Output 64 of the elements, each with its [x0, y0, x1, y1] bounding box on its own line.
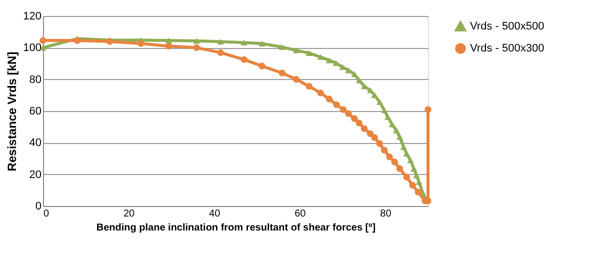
point — [333, 101, 340, 108]
y-tick-label: 80 — [29, 74, 42, 86]
point — [217, 38, 224, 45]
point — [392, 127, 400, 134]
y-tick-label: 20 — [29, 168, 42, 181]
point — [403, 174, 410, 180]
y-tick-label: 100 — [23, 42, 42, 54]
point — [410, 166, 418, 172]
point — [278, 70, 286, 76]
point — [391, 158, 398, 166]
point — [217, 49, 224, 56]
point — [407, 157, 414, 164]
legend-label: Vrds - 500x500 — [470, 20, 544, 32]
point — [193, 38, 200, 44]
point — [409, 182, 416, 189]
point — [317, 90, 324, 96]
point — [356, 120, 362, 126]
point — [376, 99, 384, 105]
point — [240, 40, 248, 46]
point — [165, 42, 172, 50]
point — [165, 38, 172, 44]
y-axis-title: Resistance Vrds [kN] — [5, 52, 20, 172]
legend-label: Vrds - 500x300 — [470, 42, 544, 54]
point — [258, 40, 266, 46]
point — [371, 134, 378, 141]
point — [240, 56, 248, 63]
point — [360, 125, 368, 132]
point — [345, 110, 352, 117]
x-tick-label: 20 — [123, 208, 136, 220]
point — [306, 50, 312, 56]
x-tick-label: 80 — [380, 208, 392, 220]
y-tick-label: 60 — [29, 106, 42, 118]
y-tick-label: 120 — [23, 10, 42, 22]
y-tick-label: 40 — [29, 137, 42, 150]
point — [381, 107, 388, 114]
point — [381, 146, 388, 154]
point — [292, 47, 300, 54]
point — [326, 57, 333, 64]
point — [403, 150, 410, 156]
point — [388, 121, 396, 128]
point — [278, 44, 286, 50]
point — [386, 154, 393, 160]
x-tick-label: 40 — [209, 208, 221, 220]
x-tick-label: 0 — [44, 208, 50, 220]
point — [424, 106, 432, 113]
point — [384, 114, 392, 120]
point — [317, 54, 324, 60]
point — [339, 64, 346, 70]
point — [138, 40, 144, 47]
point — [340, 106, 347, 113]
point — [376, 140, 384, 147]
point — [414, 188, 422, 196]
point — [193, 44, 200, 52]
point — [292, 76, 300, 83]
point — [258, 62, 266, 70]
point — [351, 115, 358, 122]
point — [40, 37, 46, 44]
x-tick-label: 60 — [294, 208, 306, 220]
point — [306, 82, 312, 90]
x-axis-title: Bending plane inclination from resultant of shear forces [º] — [96, 222, 376, 234]
point — [396, 165, 404, 172]
point — [366, 130, 374, 137]
point — [326, 96, 333, 102]
point — [396, 134, 404, 140]
